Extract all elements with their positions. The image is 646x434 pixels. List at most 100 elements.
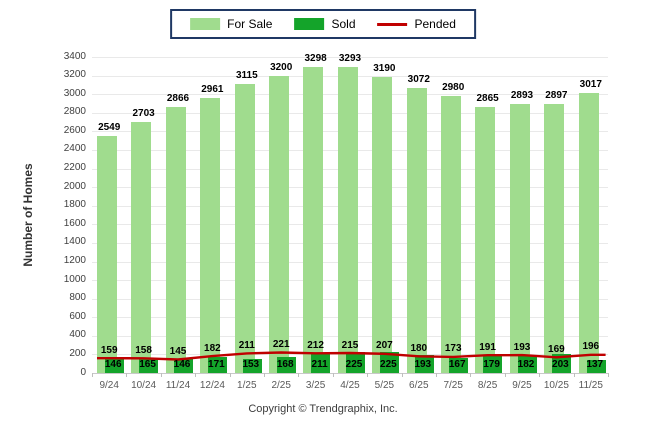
x-tick-label: 6/25 (409, 380, 429, 391)
bar-for-sale (303, 66, 324, 373)
x-tick-label: 12/24 (199, 380, 225, 391)
y-tick-label: 1800 (63, 199, 86, 211)
bar-for-sale (578, 92, 599, 373)
legend-label-pended: Pended (414, 17, 456, 31)
bar-for-sale (131, 121, 152, 373)
y-tick-label: 3000 (63, 87, 86, 99)
for-sale-swatch-icon (190, 18, 221, 30)
bar-sold (517, 356, 537, 373)
axis-tick (608, 373, 609, 377)
bar-sold (552, 354, 572, 373)
x-tick-label: 8/25 (477, 380, 498, 391)
pended-trend-line (97, 351, 606, 361)
x-tick-label: 2/25 (271, 380, 291, 391)
bar-for-sale (97, 136, 117, 373)
bar-for-sale (234, 83, 255, 373)
value-label-pended: 159 (100, 344, 118, 356)
value-label-sold: 165 (139, 359, 156, 370)
legend: For Sale Sold Pended (170, 9, 476, 39)
value-label-for-sale: 3115 (235, 69, 258, 81)
bar-sold (208, 357, 228, 373)
y-tick-label: 0 (80, 366, 86, 378)
y-tick-label: 2000 (63, 180, 86, 192)
axis-tick (367, 373, 369, 377)
value-label-sold: 146 (173, 359, 191, 370)
value-label-pended: 207 (376, 340, 393, 352)
bar-for-sale (509, 104, 530, 373)
x-tick-label: 11/24 (165, 380, 191, 391)
bar-for-sale (200, 97, 221, 373)
value-label-for-sale: 2893 (510, 90, 534, 102)
bar-sold (345, 352, 365, 373)
legend-item-for-sale: For Sale (190, 17, 272, 31)
axis-tick (470, 373, 472, 377)
value-label-pended: 182 (204, 342, 221, 354)
value-label-pended: 212 (307, 339, 324, 351)
bar-sold (414, 355, 434, 373)
value-label-pended: 158 (135, 344, 152, 356)
value-label-sold: 146 (104, 359, 122, 370)
bar-for-sale (269, 75, 289, 373)
value-label-for-sale: 3298 (304, 52, 327, 64)
axis-tick (160, 373, 162, 377)
gridline (92, 57, 608, 58)
bar-for-sale (372, 76, 393, 373)
value-label-pended: 221 (272, 339, 290, 350)
value-label-for-sale: 2897 (545, 89, 568, 101)
sold-swatch-icon (294, 18, 325, 30)
value-label-sold: 225 (345, 359, 363, 370)
bar-sold (139, 357, 159, 373)
axis-tick (401, 373, 403, 377)
y-tick-label: 400 (69, 329, 86, 341)
axis-tick (264, 373, 265, 377)
bar-sold (277, 357, 296, 373)
value-label-for-sale: 2980 (442, 82, 465, 93)
value-label-pended: 180 (410, 342, 428, 354)
value-label-sold: 167 (448, 359, 466, 370)
x-tick-label: 3/25 (305, 380, 326, 391)
value-label-for-sale: 2865 (476, 92, 499, 104)
value-label-for-sale: 2549 (98, 122, 121, 134)
bar-sold (380, 352, 400, 373)
axis-tick (504, 373, 506, 377)
value-label-for-sale: 2703 (132, 107, 155, 119)
axis-tick (229, 373, 231, 377)
copyright-text: Copyright © Trendgraphix, Inc. (248, 403, 398, 415)
value-label-for-sale: 3072 (407, 73, 430, 85)
x-tick-label: 1/25 (237, 380, 257, 391)
value-label-pended: 191 (479, 341, 496, 353)
value-label-sold: 168 (276, 359, 294, 370)
x-tick-label: 10/25 (543, 380, 569, 391)
value-label-for-sale: 3293 (338, 52, 362, 64)
value-label-sold: 153 (242, 359, 260, 370)
bar-sold (483, 356, 503, 373)
bar-sold (311, 353, 331, 373)
value-label-sold: 171 (208, 359, 225, 370)
x-tick-label: 9/25 (512, 380, 532, 391)
value-label-sold: 193 (414, 359, 432, 370)
axis-tick (92, 373, 93, 377)
value-label-pended: 211 (238, 339, 255, 351)
pended-line-path (97, 351, 606, 361)
value-label-sold: 211 (311, 359, 328, 370)
y-tick-label: 1600 (63, 217, 86, 229)
x-tick-label: 9/24 (99, 380, 119, 391)
y-tick-label: 200 (69, 347, 86, 359)
x-axis-line (92, 373, 608, 374)
axis-tick (436, 373, 437, 377)
value-label-for-sale: 2961 (201, 83, 224, 95)
y-tick-label: 2800 (63, 106, 86, 118)
bar-sold (173, 359, 193, 373)
x-tick-label: 5/25 (374, 380, 395, 391)
value-label-for-sale: 3190 (373, 62, 396, 74)
value-label-sold: 137 (586, 359, 604, 370)
pended-line-icon (377, 22, 408, 26)
value-label-pended: 169 (548, 343, 565, 355)
bar-sold (586, 360, 606, 373)
value-label-pended: 145 (169, 346, 187, 357)
axis-tick (332, 373, 334, 377)
x-tick-label: 10/24 (131, 380, 157, 391)
value-label-for-sale: 2866 (166, 92, 190, 104)
legend-item-pended: Pended (377, 17, 456, 31)
